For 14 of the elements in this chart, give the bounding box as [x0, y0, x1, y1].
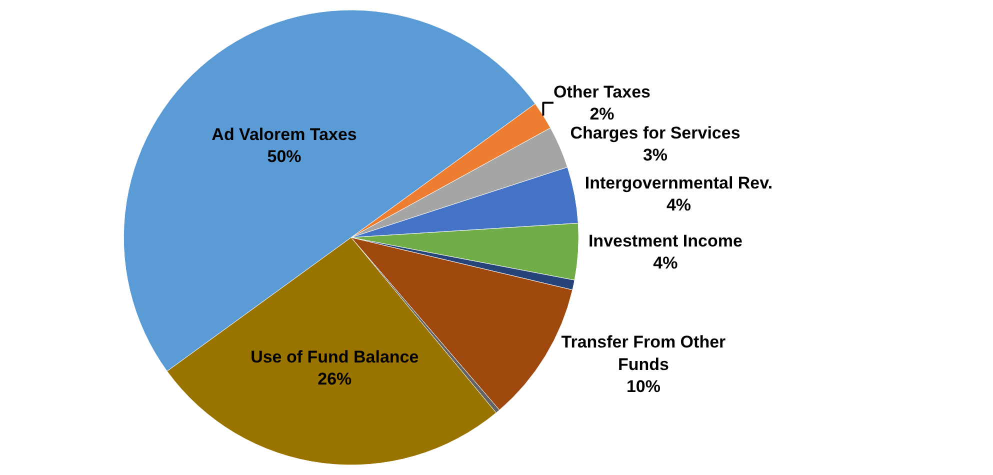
slice-label: Other Taxes — [553, 82, 651, 102]
data-label: 50% — [267, 147, 302, 166]
data-label: 10% — [626, 376, 660, 396]
slice-label: Investment Income — [588, 231, 742, 250]
slice-label: Transfer From Other Funds — [561, 332, 726, 374]
data-label: 26% — [318, 370, 352, 389]
data-label: 3% — [642, 145, 668, 164]
data-label: 4% — [666, 196, 692, 215]
slice-label: Use of Fund Balance — [250, 347, 419, 366]
data-label: 4% — [653, 253, 678, 272]
slice-label: Charges for Services — [570, 123, 740, 142]
slice-label: Ad Valorem Taxes — [212, 124, 357, 144]
slice-label: Intergovernmental Rev. — [584, 174, 773, 193]
data-label: 2% — [590, 104, 614, 124]
